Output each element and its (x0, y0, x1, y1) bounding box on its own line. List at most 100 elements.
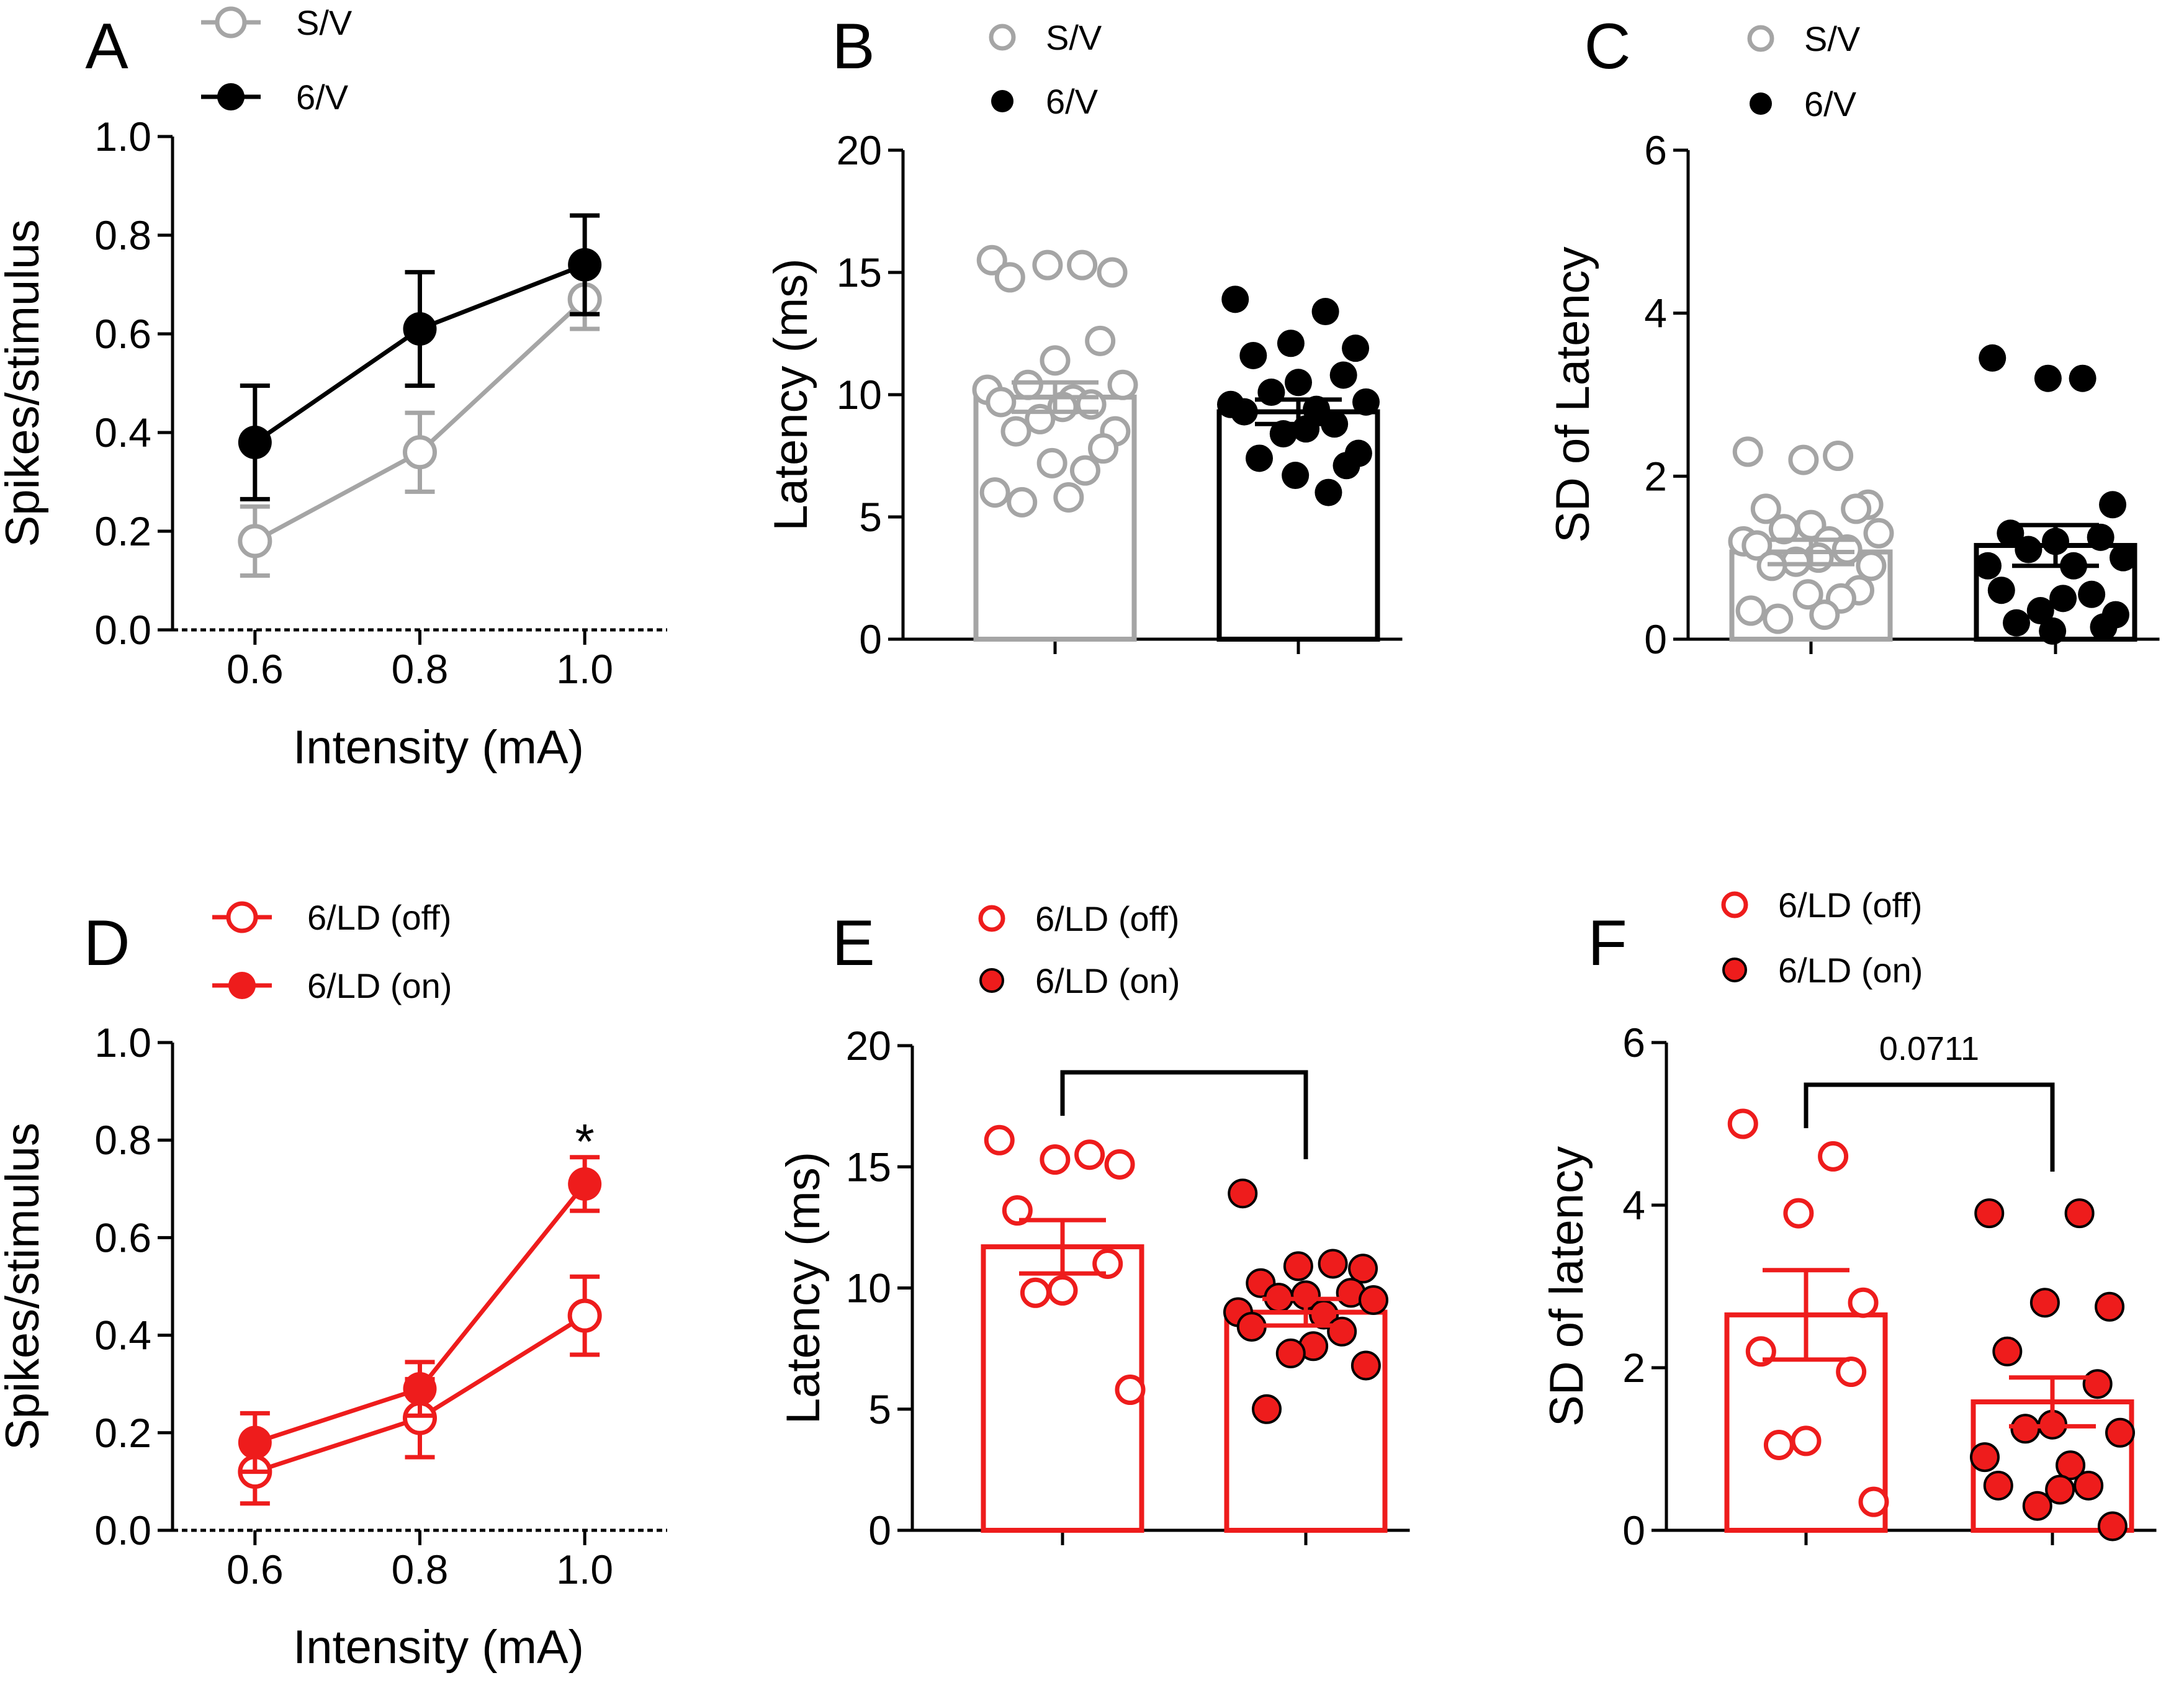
panel-letter: B (832, 11, 874, 83)
data-point (2095, 1291, 2125, 1322)
x-tick-label: 0.8 (392, 1546, 449, 1592)
data-point (1342, 334, 1370, 362)
data-point (1763, 1429, 1794, 1460)
data-point (1239, 341, 1267, 369)
data-point (1359, 1285, 1389, 1316)
y-tick-label: 0.2 (94, 508, 151, 554)
x-tick-label: 0.6 (227, 1546, 284, 1592)
y-tick-label: 6 (1644, 127, 1667, 173)
legend-label: 6/V (1046, 82, 1099, 121)
legend-label: S/V (1804, 19, 1861, 58)
y-tick-label: 4 (1644, 290, 1667, 336)
data-point (1228, 1178, 1258, 1209)
legend-label: 6/LD (on) (1035, 961, 1180, 1000)
panel-d: D 6/LD (off) 6/LD (on) 0.0 0.2 0.4 0.6 0.8 1.0 Sp… (0, 898, 667, 1674)
legend-item: 6/LD (on) (979, 961, 1180, 1000)
data-point (1836, 1357, 1867, 1388)
data-point (1282, 462, 1310, 490)
y-tick-label: 4 (1622, 1182, 1645, 1228)
panel-f: F 6/LD (off) 6/LD (on) 0 2 4 6 SD of latency 0.0… (1540, 886, 2157, 1553)
y-tick-label: 20 (837, 127, 882, 173)
data-point (1269, 420, 1297, 448)
group-s-v (972, 245, 1138, 654)
group-s-v (1728, 436, 1894, 654)
group-6-v (1974, 344, 2137, 654)
y-tick-label: 1.0 (94, 1020, 151, 1066)
data-point (1856, 550, 1887, 581)
data-point (1236, 1311, 1267, 1342)
data-point (1088, 433, 1119, 464)
legend-marker (989, 24, 1016, 51)
data-point (1012, 369, 1043, 400)
data-point (1097, 257, 1128, 288)
legend-label: 6/V (296, 78, 349, 117)
data-point (1768, 514, 1799, 545)
data-point (1000, 416, 1031, 447)
data-point (568, 248, 602, 282)
data-point (1848, 1287, 1879, 1318)
data-point (1107, 369, 1138, 400)
y-tick-label: 0 (868, 1507, 891, 1553)
data-point (568, 1167, 602, 1201)
comparison-bracket (1060, 1070, 1308, 1159)
series-6-ld-on- (238, 1155, 602, 1474)
legend-item: S/V (201, 3, 353, 42)
data-point (1983, 1470, 2013, 1501)
data-point (1277, 330, 1305, 357)
data-point (2010, 1414, 2041, 1444)
y-tick-label: 0.4 (94, 410, 151, 455)
series-6-v (238, 213, 602, 501)
y-tick-label: 0 (859, 616, 882, 662)
legend-item: S/V (1747, 19, 1861, 58)
data-point (2090, 613, 2118, 641)
data-point (1352, 388, 1380, 416)
data-point (1818, 1141, 1849, 1172)
legend-item: 6/LD (on) (212, 966, 452, 1005)
legend-marker (217, 83, 245, 110)
y-tick-label: 0.6 (94, 1214, 151, 1260)
data-point (1085, 325, 1116, 356)
y-axis-title: Latency (ms) (765, 258, 817, 531)
data-point (1332, 452, 1360, 480)
data-point (2105, 1417, 2136, 1448)
data-point (403, 435, 437, 470)
y-tick-label: 5 (868, 1386, 891, 1432)
legend-label: 6/LD (off) (1778, 886, 1922, 925)
legend-item: 6/LD (off) (1721, 886, 1922, 925)
data-point (2022, 1491, 2052, 1521)
data-point (2015, 536, 2042, 563)
data-point (1036, 447, 1067, 478)
data-point (2049, 585, 2077, 612)
data-point (1727, 1108, 1758, 1139)
data-point (1327, 1316, 1357, 1347)
group-6-ld-off- (981, 1124, 1146, 1545)
data-point (1230, 398, 1258, 426)
panel-letter: F (1588, 907, 1627, 979)
data-point (1841, 493, 1872, 524)
legend-item: 6/V (1750, 84, 1857, 123)
y-tick-label: 0.0 (94, 607, 151, 653)
y-tick-label: 0.0 (94, 1507, 151, 1553)
data-point (1974, 1198, 2005, 1229)
y-axis-title: Spikes/stimulus (0, 220, 49, 547)
data-point (1067, 249, 1098, 280)
legend-item: 6/LD (off) (212, 898, 451, 937)
legend-label: S/V (1046, 18, 1102, 57)
data-point (1032, 249, 1063, 280)
data-point (1275, 1338, 1306, 1368)
data-point (2097, 1511, 2128, 1541)
data-point (2110, 544, 2137, 572)
data-point (1069, 455, 1100, 486)
data-point (1053, 482, 1084, 513)
data-point (2082, 1369, 2113, 1399)
x-axis-title: Intensity (mA) (293, 721, 584, 774)
data-point (1974, 552, 2002, 580)
data-point (1750, 493, 1781, 524)
x-tick-label: 0.6 (227, 646, 284, 692)
data-point (1283, 1251, 1313, 1281)
data-point (1252, 1394, 1282, 1424)
x-tick-label: 1.0 (556, 1546, 613, 1592)
legend-label: 6/LD (off) (1035, 899, 1179, 938)
data-point (403, 312, 437, 346)
data-point (1823, 441, 1854, 471)
